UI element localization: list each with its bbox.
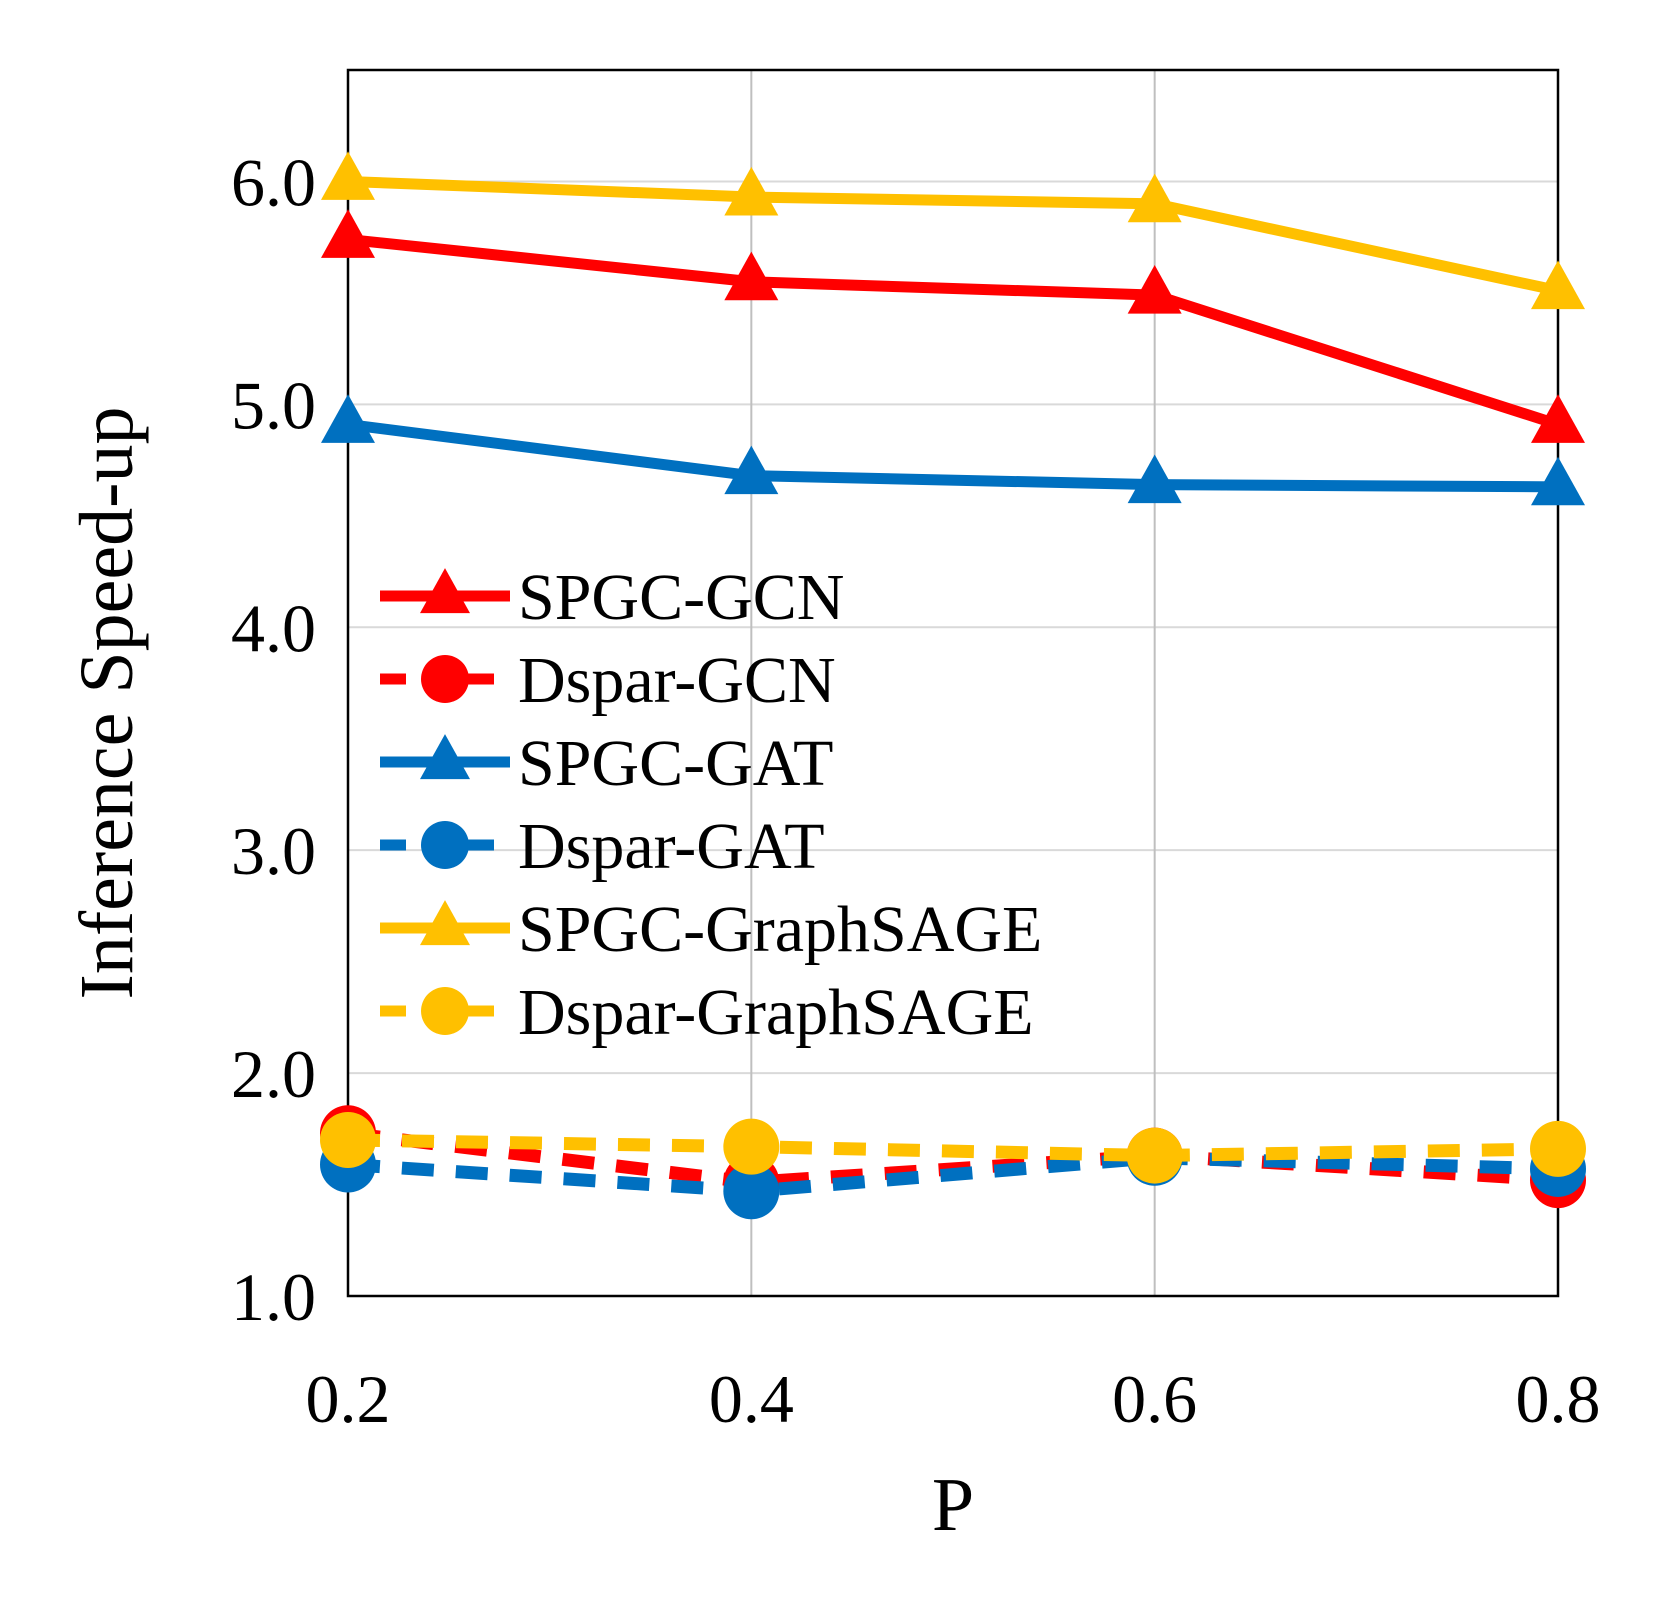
legend-item-spgc-gcn: SPGC-GCN — [380, 561, 844, 634]
legend-marker-circle — [421, 987, 469, 1035]
legend-item-dspar-graphsage: Dspar-GraphSAGE — [380, 976, 1034, 1049]
series-line-dspar-graphsage — [347, 1133, 1559, 1163]
legend-item-spgc-graphsage: SPGC-GraphSAGE — [380, 893, 1042, 966]
data-point-triangle — [1531, 456, 1585, 506]
y-tick-label: 2.0 — [231, 1036, 316, 1112]
legend-marker-triangle — [420, 900, 470, 946]
data-point-circle — [723, 1163, 780, 1220]
data-point-triangle — [1127, 454, 1182, 504]
data-point-triangle — [321, 394, 375, 443]
legend-item-spgc-gat: SPGC-GAT — [380, 727, 833, 800]
legend-label: Dspar-GCN — [518, 644, 836, 717]
data-point-circle — [1530, 1120, 1586, 1177]
series-spgc-gat — [321, 394, 1585, 506]
data-point-triangle — [724, 166, 779, 216]
x-tick-label: 0.4 — [709, 1361, 794, 1437]
data-point-triangle — [1531, 260, 1585, 310]
legend-marker-triangle — [420, 734, 470, 780]
data-point-triangle — [1531, 394, 1585, 443]
y-tick-label: 1.0 — [231, 1259, 316, 1335]
legend-marker-triangle — [420, 568, 470, 614]
y-tick-label: 4.0 — [231, 590, 316, 666]
x-tick-label: 0.8 — [1516, 1361, 1601, 1437]
y-tick-label: 3.0 — [231, 813, 316, 889]
y-tick-label: 6.0 — [231, 144, 316, 220]
data-point-triangle — [1127, 265, 1182, 314]
y-axis-title: Inference Speed-up — [65, 407, 149, 1000]
series-line-spgc-graphsage — [347, 175, 1560, 297]
legend-marker-circle — [421, 655, 469, 703]
data-point-triangle — [1127, 173, 1182, 223]
x-axis-ticks: 0.2 0.4 0.6 0.8 — [306, 1361, 1601, 1437]
series-line-dspar-gat — [347, 1151, 1559, 1198]
x-tick-label: 0.6 — [1112, 1361, 1197, 1437]
data-point-triangle — [724, 445, 779, 495]
legend-marker-circle — [421, 821, 469, 869]
data-point-triangle — [321, 209, 375, 258]
legend: SPGC-GCN Dspar-GCN SPGC-GAT Dspar-GAT SPGC-G… — [380, 561, 1042, 1049]
legend-item-dspar-gat: Dspar-GAT — [380, 810, 825, 883]
legend-label: Dspar-GraphSAGE — [518, 976, 1034, 1049]
x-tick-label: 0.2 — [306, 1361, 391, 1437]
series-spgc-graphsage — [321, 151, 1585, 310]
plot-frame — [346, 68, 1560, 1298]
legend-label: SPGC-GAT — [518, 727, 833, 800]
x-axis-title: P — [932, 1463, 974, 1547]
data-point-triangle — [321, 151, 375, 200]
y-tick-label: 5.0 — [231, 367, 316, 443]
y-axis-ticks: 1.0 2.0 3.0 4.0 5.0 6.0 — [231, 144, 316, 1335]
legend-label: SPGC-GCN — [518, 561, 844, 634]
series-dspar-graphsage — [320, 1111, 1586, 1184]
legend-item-dspar-gcn: Dspar-GCN — [380, 644, 836, 717]
data-point-circle — [723, 1118, 780, 1175]
data-point-circle — [1126, 1127, 1183, 1184]
series-line-spgc-gat — [347, 418, 1559, 493]
legend-label: Dspar-GAT — [518, 810, 825, 883]
series-lines — [320, 151, 1586, 1220]
data-point-circle — [320, 1111, 376, 1168]
series-spgc-gcn — [321, 209, 1585, 443]
data-point-triangle — [724, 251, 779, 301]
legend-label: SPGC-GraphSAGE — [518, 893, 1042, 966]
series-line-spgc-gcn — [347, 233, 1560, 430]
